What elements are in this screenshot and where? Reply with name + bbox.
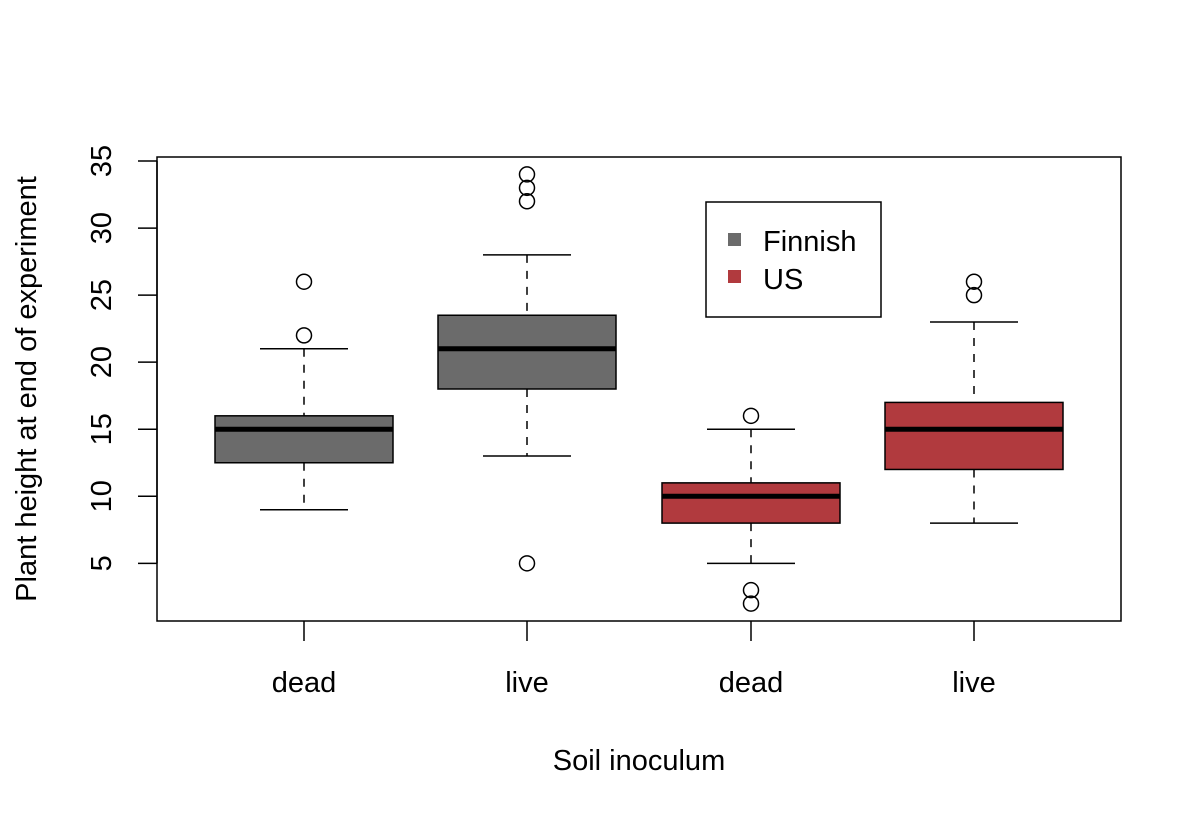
outlier-point [295, 327, 313, 344]
legend-label-finnish: Finnish [763, 226, 857, 258]
legend-label-us: US [763, 264, 803, 296]
outlier-point [518, 193, 536, 210]
y-tick-label: 30 [86, 212, 118, 244]
y-axis: 5 10 15 20 25 30 35 [86, 145, 158, 571]
outlier-point [742, 595, 760, 612]
y-axis-label: Plant height at end of experiment [11, 176, 43, 602]
y-tick-label: 5 [86, 555, 118, 571]
outlier-point [742, 407, 760, 425]
y-tick-label: 35 [86, 145, 118, 177]
x-tick-label: live [505, 667, 549, 699]
iqr-box [437, 314, 617, 390]
iqr-box [661, 482, 841, 524]
y-tick-label: 15 [86, 413, 118, 445]
outlier-point [742, 581, 760, 599]
plot-frame [156, 156, 1122, 622]
x-tick-label: live [952, 667, 996, 699]
legend-swatch-finnish [728, 233, 741, 246]
y-tick-label: 20 [86, 346, 118, 378]
legend-swatch-us [728, 270, 741, 283]
outlier-point [518, 166, 536, 183]
outlier-point [295, 273, 313, 290]
iqr-box [884, 401, 1064, 471]
x-tick-label: dead [272, 667, 337, 699]
outlier-point [518, 179, 536, 197]
y-tick-label: 10 [86, 480, 118, 512]
legend-box [705, 201, 882, 318]
boxes-layer [214, 166, 1064, 612]
legend: Finnish US [705, 201, 882, 318]
x-axis: dead live dead live [272, 621, 996, 699]
box-us-dead [661, 407, 841, 612]
x-tick-label: dead [719, 667, 784, 699]
box-us-live [884, 273, 1064, 524]
y-tick-label: 25 [86, 279, 118, 311]
outlier-point [965, 273, 983, 290]
box-finnish-dead [214, 273, 394, 511]
outlier-point [518, 555, 536, 572]
box-finnish-live [437, 166, 617, 572]
iqr-box [214, 415, 394, 464]
x-axis-label: Soil inoculum [553, 745, 725, 777]
outlier-point [965, 286, 983, 304]
